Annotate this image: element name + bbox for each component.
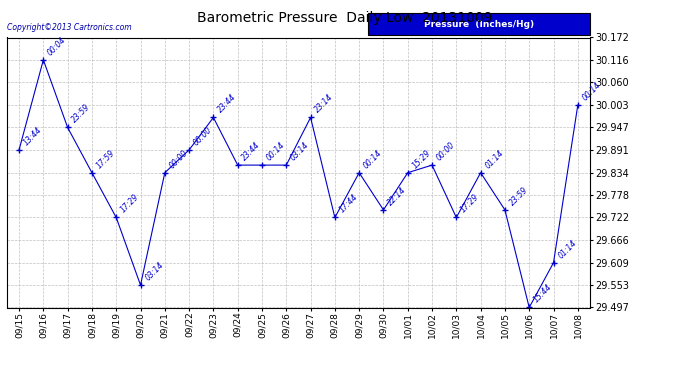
- Text: 17:59: 17:59: [95, 148, 117, 170]
- Text: 00:04: 00:04: [46, 35, 68, 57]
- Text: 17:29: 17:29: [119, 193, 141, 215]
- Text: 23:59: 23:59: [508, 185, 530, 207]
- Text: 15:44: 15:44: [532, 283, 554, 305]
- Text: 01:14: 01:14: [484, 148, 505, 170]
- Text: 01:14: 01:14: [556, 238, 578, 260]
- Text: 17:29: 17:29: [459, 193, 481, 215]
- Text: 22:14: 22:14: [386, 185, 408, 207]
- Text: 00:14: 00:14: [580, 80, 602, 102]
- Text: Pressure  (Inches/Hg): Pressure (Inches/Hg): [424, 20, 534, 28]
- Text: 23:14: 23:14: [313, 93, 335, 115]
- Text: 03:14: 03:14: [289, 140, 311, 162]
- Text: 15:29: 15:29: [411, 148, 433, 170]
- Text: 17:44: 17:44: [337, 193, 359, 215]
- Text: 03:14: 03:14: [144, 260, 166, 282]
- Text: 13:44: 13:44: [22, 125, 44, 147]
- Text: 23:44: 23:44: [241, 140, 262, 162]
- Text: 00:00: 00:00: [168, 148, 190, 170]
- Text: Copyright©2013 Cartronics.com: Copyright©2013 Cartronics.com: [7, 23, 132, 32]
- Text: 00:14: 00:14: [265, 140, 287, 162]
- Text: 23:44: 23:44: [216, 93, 238, 115]
- Text: Barometric Pressure  Daily Low  20131009: Barometric Pressure Daily Low 20131009: [197, 11, 493, 25]
- Text: 00:00: 00:00: [192, 125, 214, 147]
- Text: 00:14: 00:14: [362, 148, 384, 170]
- Bar: [368, 13, 590, 35]
- Text: 00:00: 00:00: [435, 140, 457, 162]
- Text: 23:59: 23:59: [70, 103, 92, 125]
